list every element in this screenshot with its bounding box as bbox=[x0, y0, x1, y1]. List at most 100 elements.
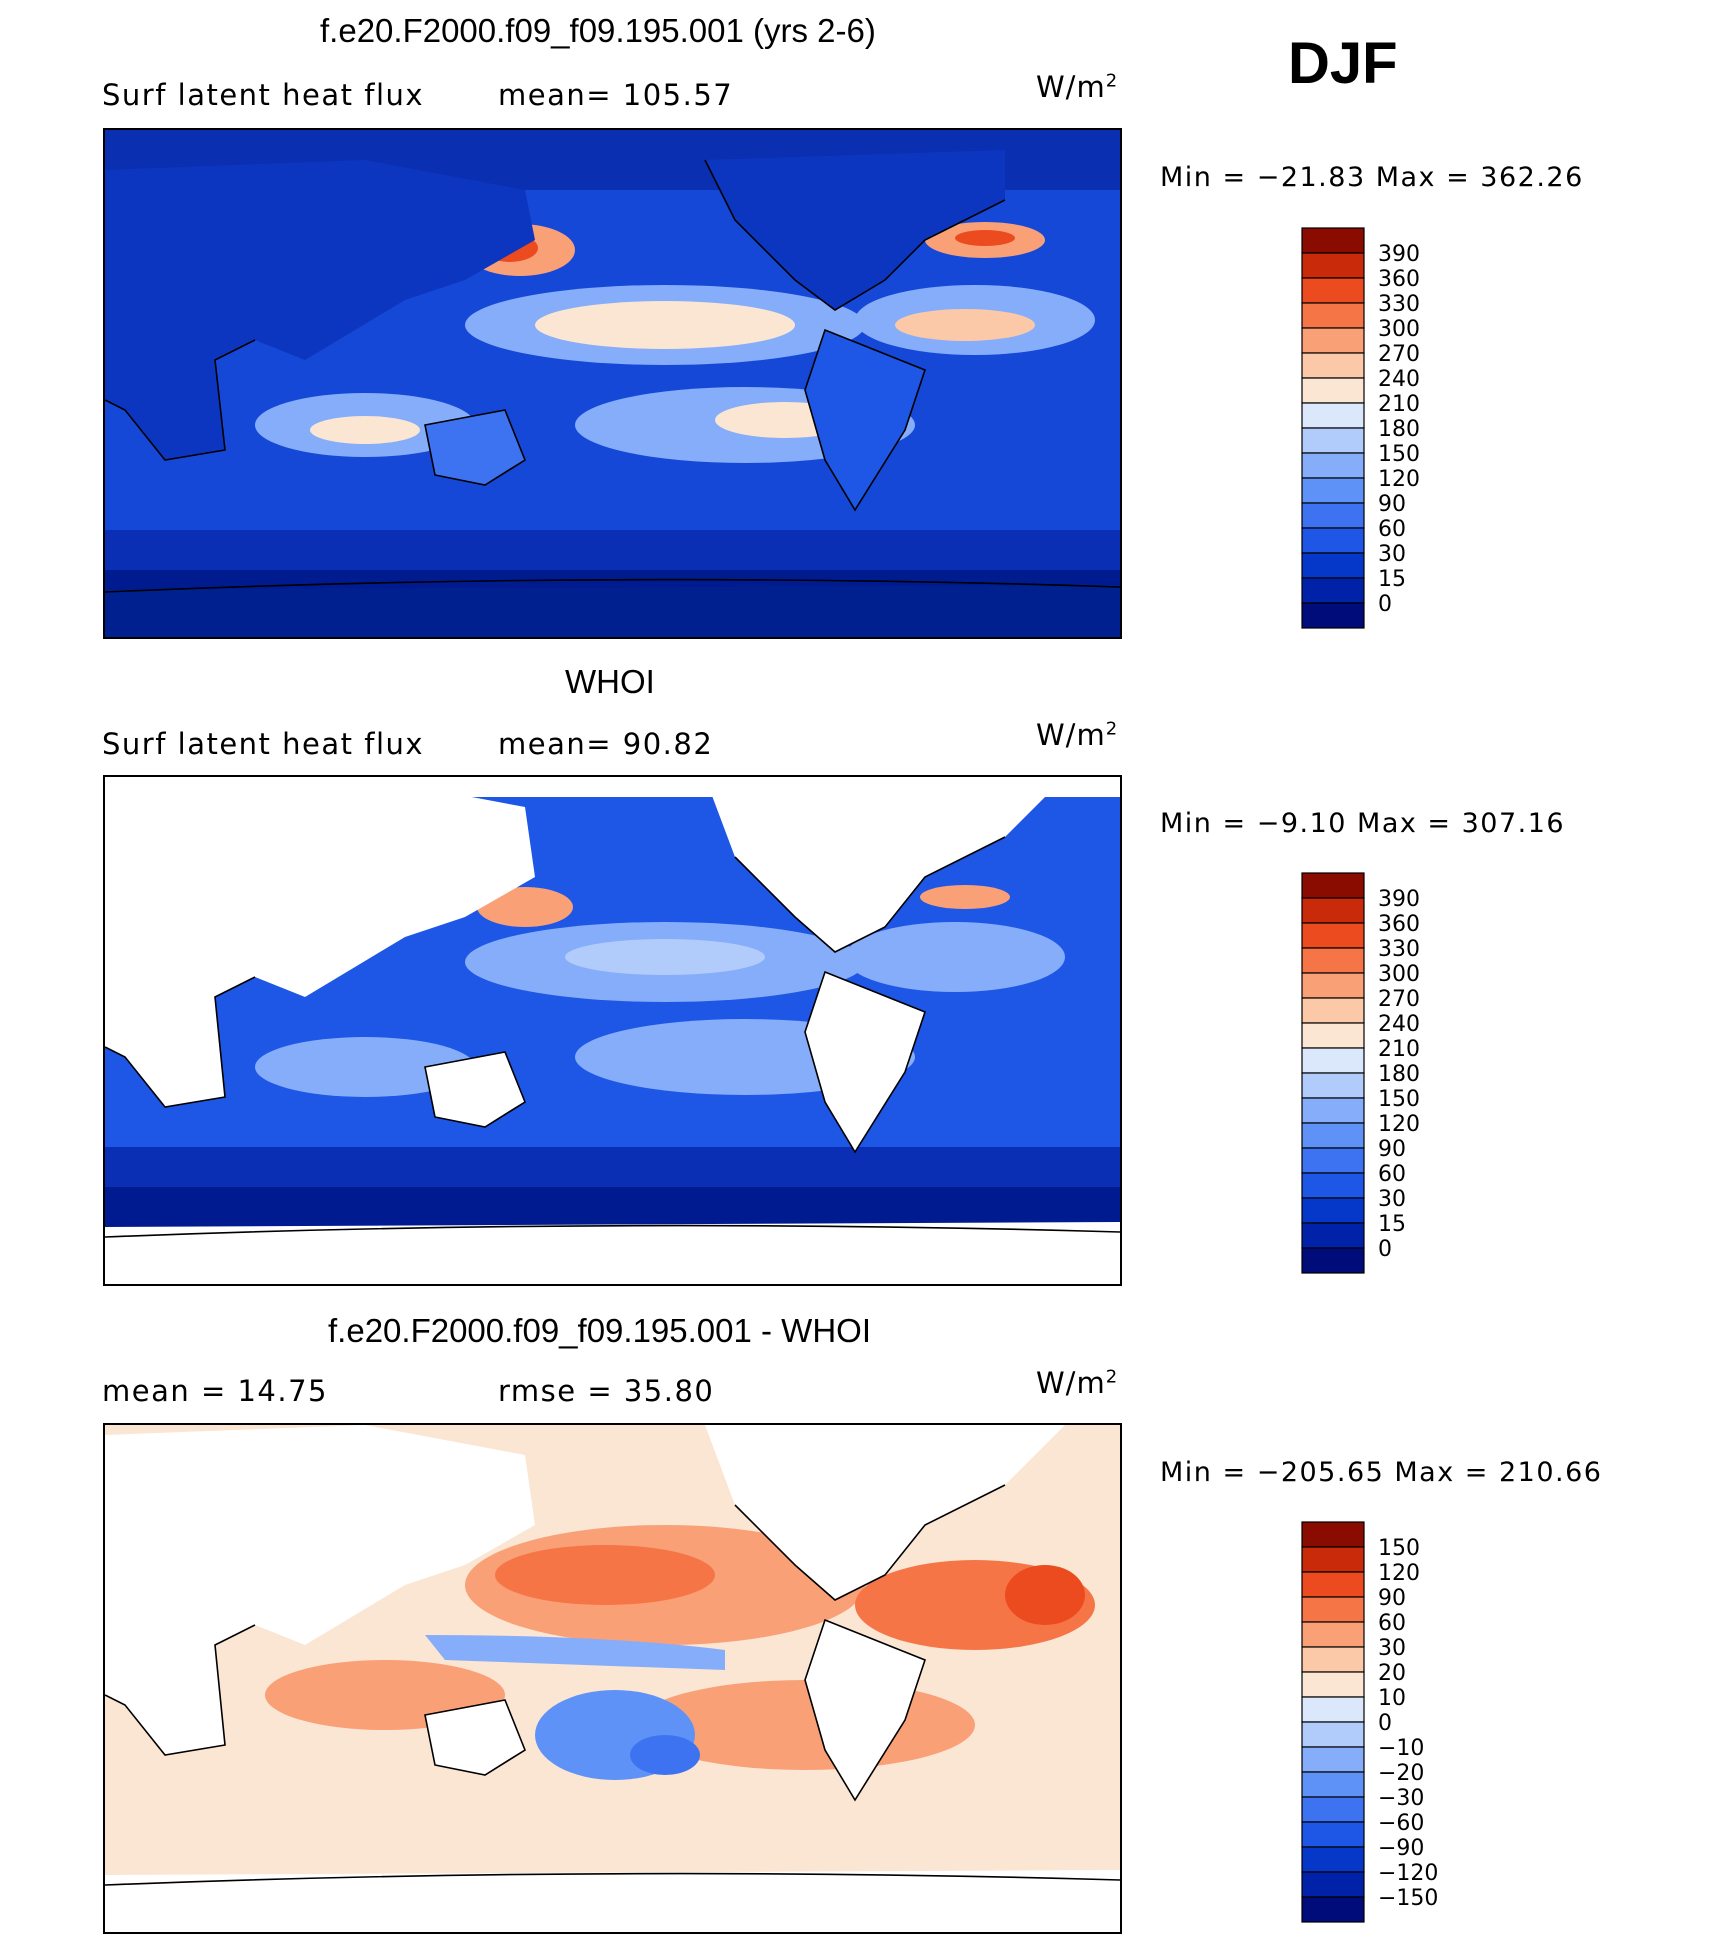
season-label: DJF bbox=[1288, 31, 1398, 96]
colorbar-box bbox=[1301, 402, 1365, 429]
north-america-land bbox=[705, 1425, 1065, 1600]
colorbar-box bbox=[1301, 1696, 1365, 1723]
colorbar-box bbox=[1301, 1771, 1365, 1798]
colorbar-tick-label: 300 bbox=[1378, 317, 1420, 342]
eurasia-africa-land bbox=[105, 777, 535, 1107]
colorbar-box bbox=[1301, 1521, 1365, 1548]
eurasia-africa-land bbox=[105, 1425, 535, 1755]
gulf-stream-core bbox=[955, 230, 1015, 246]
colorbar-tick-label: 300 bbox=[1378, 962, 1420, 987]
colorbar-box bbox=[1301, 1222, 1365, 1249]
colorbar-box bbox=[1301, 452, 1365, 479]
panel-3-title: f.e20.F2000.f09_f09.195.001 - WHOI bbox=[328, 1312, 872, 1349]
colorbar-tick-label: 150 bbox=[1378, 1536, 1420, 1561]
australia-land bbox=[425, 410, 525, 485]
australia-land bbox=[425, 1052, 525, 1127]
panel-2-mean-label: mean= 90.82 bbox=[498, 727, 714, 761]
colorbar-tick-label: 120 bbox=[1378, 1561, 1420, 1586]
colorbar-box bbox=[1301, 1172, 1365, 1199]
panel-2-map bbox=[103, 775, 1122, 1286]
colorbar-box bbox=[1301, 277, 1365, 304]
colorbar-tick-label: 270 bbox=[1378, 342, 1420, 367]
colorbar-tick-label: 90 bbox=[1378, 492, 1406, 517]
colorbar-box bbox=[1301, 1796, 1365, 1823]
indian-ocean-high bbox=[255, 1037, 475, 1097]
eurasia-africa-land bbox=[105, 160, 535, 460]
colorbar-box bbox=[1301, 947, 1365, 974]
colorbar-tick-label: 90 bbox=[1378, 1137, 1406, 1162]
colorbar-tick-label: 20 bbox=[1378, 1661, 1406, 1686]
coastlines bbox=[105, 159, 1120, 593]
colorbar-tick-label: 180 bbox=[1378, 417, 1420, 442]
colorbar-tick-label: 30 bbox=[1378, 1187, 1406, 1212]
panel-1-minmax: Min = −21.83 Max = 362.26 bbox=[1160, 162, 1584, 193]
colorbar-box bbox=[1301, 1821, 1365, 1848]
colorbar-box bbox=[1301, 897, 1365, 924]
panel-1-mean-label: mean= 105.57 bbox=[498, 78, 734, 112]
colorbar-box bbox=[1301, 972, 1365, 999]
colorbar-tick-label: −10 bbox=[1378, 1736, 1424, 1761]
panel-3-minmax: Min = −205.65 Max = 210.66 bbox=[1160, 1457, 1603, 1488]
colorbar-box bbox=[1301, 527, 1365, 554]
colorbar-box bbox=[1301, 1122, 1365, 1149]
colorbar-tick-label: 90 bbox=[1378, 1586, 1406, 1611]
colorbar-tick-label: 60 bbox=[1378, 517, 1406, 542]
n-pacific-core bbox=[565, 939, 765, 975]
north-america-land bbox=[705, 150, 1005, 310]
colorbar-tick-label: 330 bbox=[1378, 937, 1420, 962]
indian-ocean-core bbox=[310, 416, 420, 444]
colorbar-box bbox=[1301, 1671, 1365, 1698]
colorbar-box bbox=[1301, 577, 1365, 604]
colorbar-box bbox=[1301, 1596, 1365, 1623]
south-america-land bbox=[805, 330, 925, 510]
colorbar-box bbox=[1301, 1072, 1365, 1099]
colorbar-tick-label: −60 bbox=[1378, 1811, 1424, 1836]
colorbar-tick-label: 150 bbox=[1378, 442, 1420, 467]
colorbar-box bbox=[1301, 602, 1365, 629]
gulf-stream bbox=[920, 885, 1010, 909]
north-america-land bbox=[705, 777, 1065, 952]
panel-1-title: f.e20.F2000.f09_f09.195.001 (yrs 2-6) bbox=[320, 12, 876, 49]
colorbar-tick-label: 390 bbox=[1378, 887, 1420, 912]
antarctic-band bbox=[105, 1187, 1120, 1227]
panel-3-map bbox=[103, 1423, 1122, 1934]
colorbar-box bbox=[1301, 1896, 1365, 1923]
coastlines bbox=[105, 1484, 1120, 1886]
south-america-land bbox=[805, 1620, 925, 1800]
n-pacific-strong bbox=[495, 1545, 715, 1605]
colorbar-tick-label: 0 bbox=[1378, 1237, 1392, 1262]
colorbar-box bbox=[1301, 352, 1365, 379]
colorbar-tick-label: 10 bbox=[1378, 1686, 1406, 1711]
kuroshio bbox=[477, 887, 573, 927]
colorbar-tick-label: 120 bbox=[1378, 1112, 1420, 1137]
colorbar-tick-label: 390 bbox=[1378, 242, 1420, 267]
colorbar-box bbox=[1301, 327, 1365, 354]
colorbar-box bbox=[1301, 227, 1365, 254]
colorbar-tick-label: 360 bbox=[1378, 267, 1420, 292]
colorbar-tick-label: 240 bbox=[1378, 1012, 1420, 1037]
colorbar-tick-label: 240 bbox=[1378, 367, 1420, 392]
colorbar-box bbox=[1301, 1871, 1365, 1898]
colorbar-tick-label: −120 bbox=[1378, 1861, 1438, 1886]
colorbar-box bbox=[1301, 1646, 1365, 1673]
colorbar-box bbox=[1301, 1846, 1365, 1873]
colorbar-box bbox=[1301, 477, 1365, 504]
tasman-strong bbox=[630, 1735, 700, 1775]
colorbar-box bbox=[1301, 922, 1365, 949]
colorbar-tick-label: 360 bbox=[1378, 912, 1420, 937]
colorbar-box bbox=[1301, 1097, 1365, 1124]
colorbar-tick-label: −90 bbox=[1378, 1836, 1424, 1861]
colorbar-tick-label: 270 bbox=[1378, 987, 1420, 1012]
colorbar-tick-label: −30 bbox=[1378, 1786, 1424, 1811]
colorbar-tick-label: 30 bbox=[1378, 1636, 1406, 1661]
australia-land bbox=[425, 1700, 525, 1775]
panel-1-variable-label: Surf latent heat flux bbox=[102, 78, 425, 112]
colorbar-box bbox=[1301, 502, 1365, 529]
colorbar-tick-label: 180 bbox=[1378, 1062, 1420, 1087]
colorbar-tick-label: 15 bbox=[1378, 567, 1406, 592]
colorbar-tick-label: 0 bbox=[1378, 1711, 1392, 1736]
colorbar-box bbox=[1301, 552, 1365, 579]
colorbar-tick-label: 210 bbox=[1378, 1037, 1420, 1062]
